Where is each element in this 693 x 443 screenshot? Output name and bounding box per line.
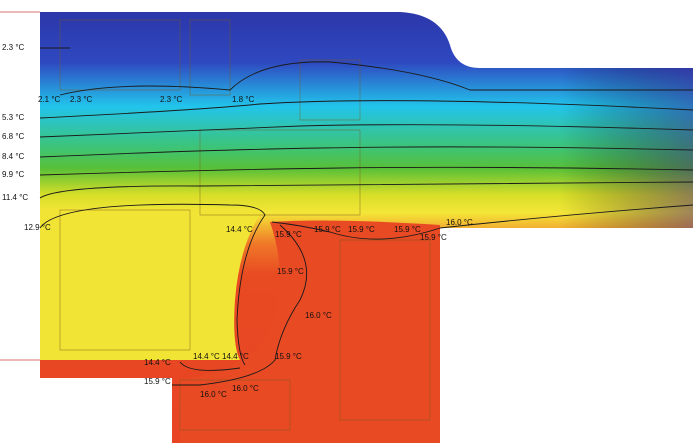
red-zone [180,220,440,443]
temperature-label: 15.9 °C [144,377,171,386]
temperature-label: 16.0 °C [446,218,473,227]
temperature-label: 14.4 °C [193,352,220,361]
isotherm [39,146,693,158]
temperature-label: 15.9 °C [275,352,302,361]
temperature-label: 8.4 °C [2,152,25,161]
temperature-label: 2.3 °C [70,95,93,104]
temperature-label: 15.9 °C [275,230,302,239]
isotherm [40,47,693,96]
temperature-label: 16.0 °C [232,384,259,393]
temperature-label: 2.1 °C [38,95,61,104]
temperature-label: 14.4 °C [222,352,249,361]
temperature-label: 16.0 °C [305,311,332,320]
temperature-label: 15.9 °C [348,225,375,234]
temperature-label: 15.9 °C [420,233,447,242]
isotherm [39,203,266,371]
temperature-labels: 2.3 °C 5.3 °C 6.8 °C 8.4 °C 9.9 °C 11.4 °C 12.… [2,43,473,399]
temperature-label: 14.4 °C [226,225,253,234]
temperature-label: 15.9 °C [277,267,304,276]
isotherm [39,181,693,199]
frame-outline [59,19,431,431]
yellow-zone [40,208,265,360]
temperature-label: 12.9 °C [24,223,51,232]
temperature-label: 6.8 °C [2,132,25,141]
temperature-label: 15.9 °C [314,225,341,234]
temperature-label: 11.4 °C [2,193,28,202]
temperature-label: 9.9 °C [2,170,25,179]
temperature-label: 14.4 °C [144,358,171,367]
temperature-label: 15.9 °C [394,225,421,234]
isotherm [39,100,693,119]
temperature-label: 5.3 °C [2,113,25,122]
temperature-label: 2.3 °C [160,95,183,104]
temperature-label: 1.8 °C [232,95,255,104]
isotherm [39,124,693,138]
isotherm [39,166,693,176]
temperature-label: 16.0 °C [200,390,227,399]
isotherm [172,204,693,386]
temperature-label: 2.3 °C [2,43,25,52]
